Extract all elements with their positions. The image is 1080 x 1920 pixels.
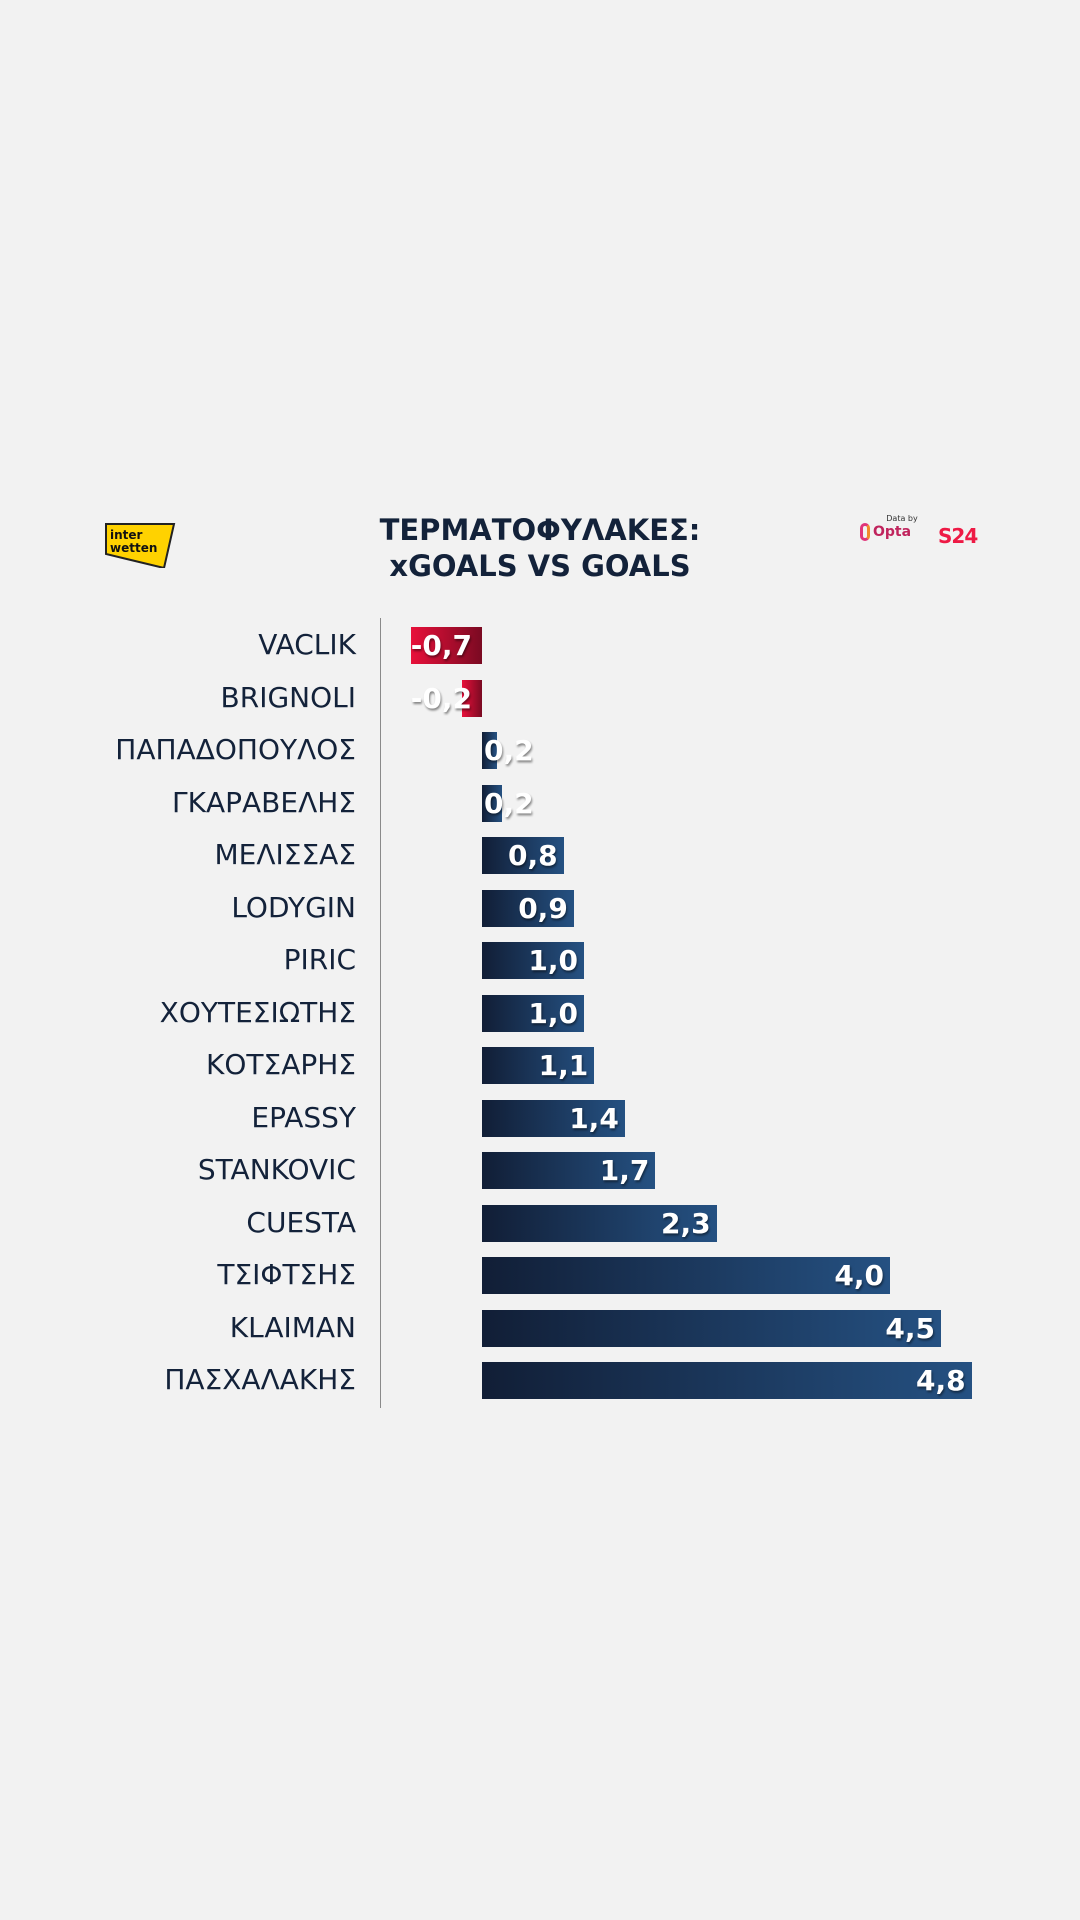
- category-label: CUESTA: [246, 1205, 356, 1239]
- data-label: 1,7: [599, 1154, 650, 1187]
- bar: [410, 627, 482, 664]
- data-label: -0,7: [410, 629, 472, 662]
- category-label: VACLIK: [258, 628, 356, 661]
- chart-title: ΤΕΡΜΑΤΟΦΥΛΑΚΕΣ: xGOALS VS GOALS: [0, 512, 1080, 584]
- data-label: 0,2: [484, 734, 534, 767]
- bar: [482, 1047, 595, 1084]
- category-label: BRIGNOLI: [220, 680, 356, 714]
- data-label: -0,2: [410, 681, 472, 715]
- category-label: PIRIC: [283, 943, 356, 976]
- category-label: ΚΟΤΣΑΡΗΣ: [206, 1048, 356, 1081]
- category-label: ΠΑΠΑΔΟΠΟΥΛΟΣ: [115, 733, 356, 766]
- data-label: 0,2: [484, 786, 534, 820]
- opta-logo: Data by Opta: [860, 514, 930, 548]
- bar: [482, 942, 584, 979]
- s24-wordmark: S24: [938, 524, 978, 548]
- bar: [482, 1204, 717, 1242]
- svg-text:wetten: wetten: [110, 541, 157, 555]
- data-label: 2,3: [661, 1206, 711, 1240]
- svg-text:inter: inter: [110, 528, 143, 542]
- s24-logo: S24: [938, 524, 978, 548]
- bar: [482, 837, 564, 874]
- sponsor-logo-interwetten: inter wetten: [104, 522, 176, 570]
- data-label: 4,8: [916, 1364, 966, 1397]
- data-label: 1,0: [528, 996, 578, 1030]
- bar: [482, 784, 503, 822]
- category-label: STANKOVIC: [197, 1153, 356, 1186]
- opta-wordmark: Opta: [873, 524, 912, 540]
- data-label: 1,4: [569, 1101, 619, 1135]
- data-label: 0,8: [508, 839, 558, 872]
- bar: [482, 1099, 625, 1137]
- bar: [461, 679, 482, 717]
- category-label: LODYGIN: [231, 890, 356, 924]
- bar: [482, 1152, 656, 1189]
- category-label: ΜΕΛΙΣΣΑΣ: [214, 838, 357, 871]
- category-label: EPASSY: [251, 1100, 356, 1134]
- title-line-1: ΤΕΡΜΑΤΟΦΥΛΑΚΕΣ:: [379, 513, 701, 547]
- category-label: KLAIMAN: [229, 1310, 356, 1344]
- data-label: 1,0: [528, 944, 578, 977]
- data-label: 4,0: [834, 1259, 884, 1292]
- zero-axis-line: [380, 618, 381, 1408]
- data-label: 0,9: [518, 891, 568, 925]
- data-credit: Data by: [886, 514, 918, 523]
- category-label: ΧΟΥΤΕΣΙΩΤΗΣ: [159, 995, 356, 1029]
- data-label: 1,1: [538, 1049, 589, 1082]
- bar: [482, 994, 584, 1032]
- opta-mark-icon: [860, 523, 870, 541]
- category-label: ΠΑΣΧΑΛΑΚΗΣ: [164, 1363, 356, 1396]
- category-label: ΤΣΙΦΤΣΗΣ: [217, 1258, 356, 1291]
- bar: [482, 1257, 890, 1294]
- data-label: 4,5: [885, 1311, 935, 1345]
- category-label: ΓΚΑΡΑΒΕΛΗΣ: [172, 785, 356, 819]
- bar: [482, 1362, 972, 1399]
- bar: [482, 732, 498, 769]
- bar: [482, 1309, 941, 1347]
- title-line-2: xGOALS VS GOALS: [389, 549, 691, 583]
- bar: [482, 889, 574, 927]
